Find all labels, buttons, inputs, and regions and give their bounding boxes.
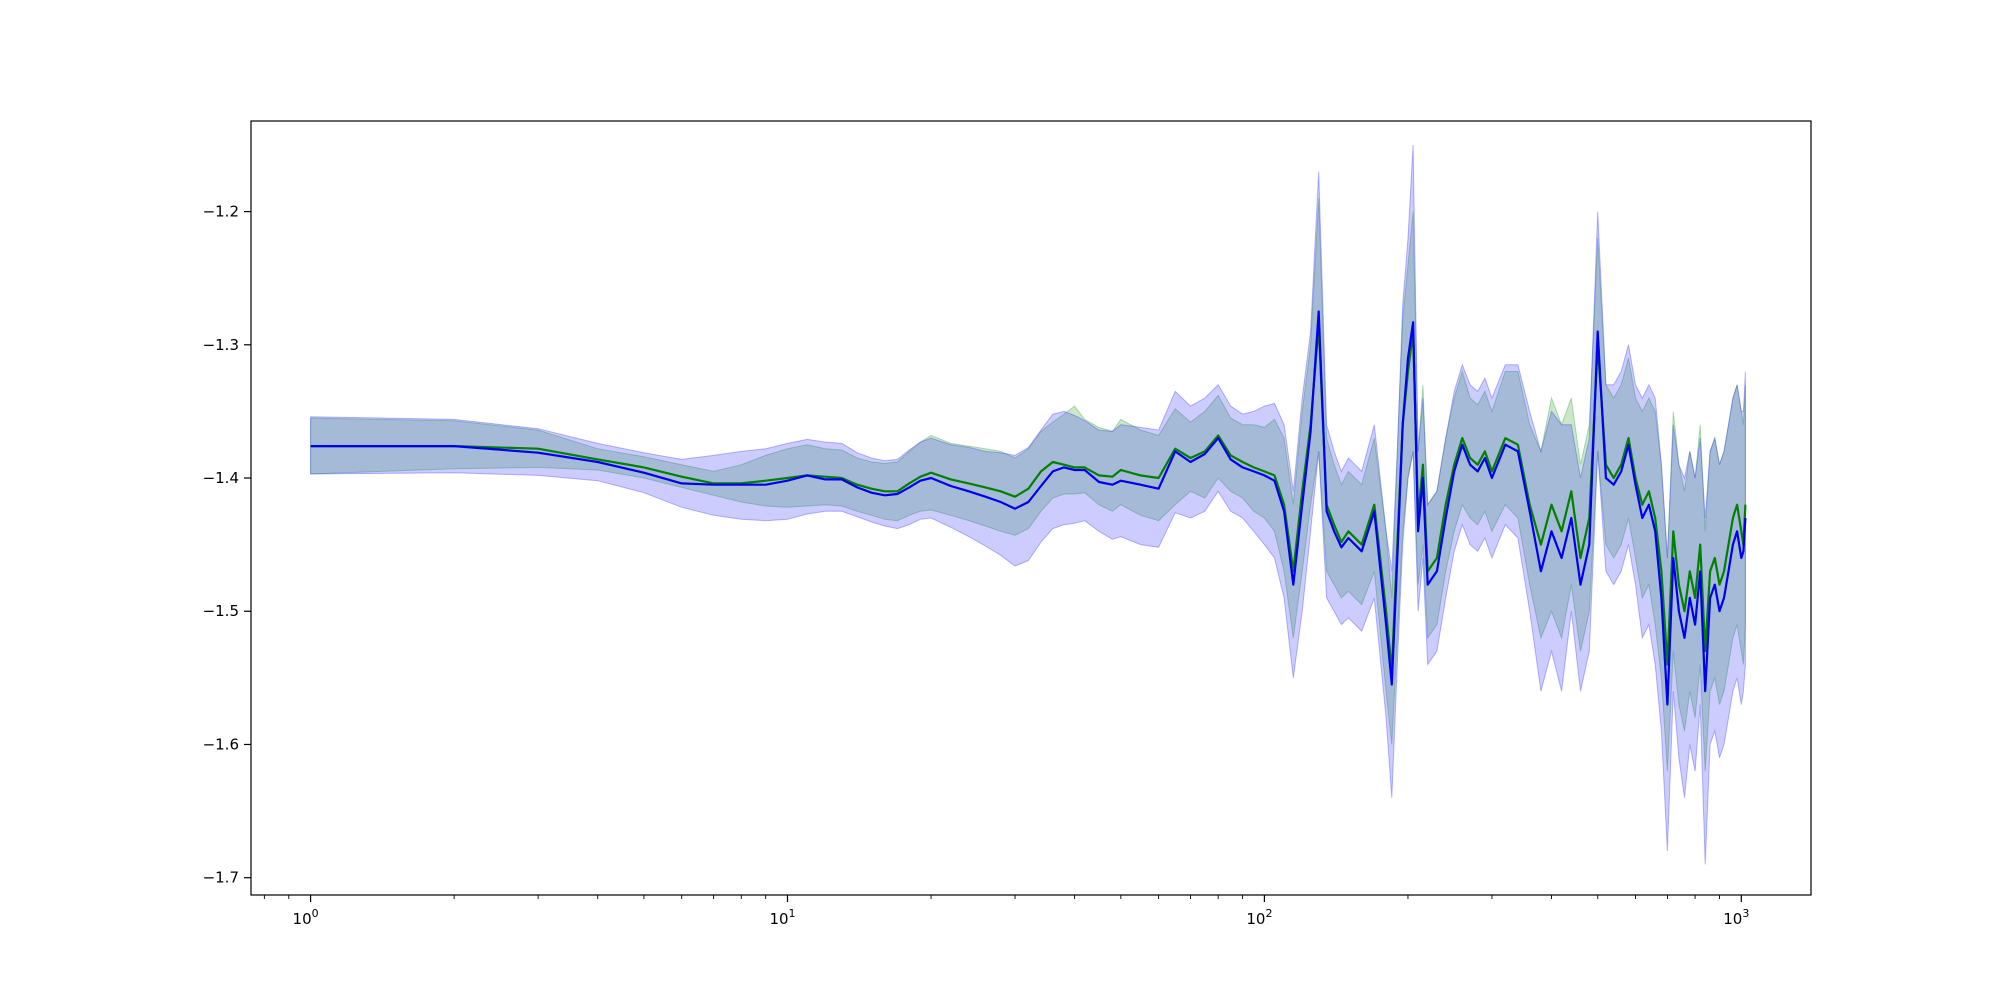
- x-tick-label: 101: [769, 907, 795, 928]
- series-2-line: [310, 310, 1747, 706]
- y-tick-label: −1.2: [203, 203, 239, 221]
- series-lines: [310, 310, 1747, 706]
- x-tick-label: 102: [1246, 907, 1272, 928]
- y-tick-label: −1.3: [203, 336, 239, 354]
- y-tick-label: −1.4: [203, 469, 239, 487]
- y-tick-label: −1.6: [203, 735, 239, 753]
- x-tick-label: 103: [1723, 907, 1749, 928]
- plot-area-frame: [250, 120, 1812, 896]
- y-tick-label: −1.5: [203, 602, 239, 620]
- y-tick-label: −1.7: [203, 869, 239, 887]
- x-tick-label: 100: [293, 907, 319, 928]
- series-2-band: [310, 144, 1746, 865]
- series-1-line: [310, 323, 1747, 673]
- y-axis: −1.2 −1.3 −1.4 −1.5 −1.6 −1.7: [203, 203, 251, 887]
- x-axis: 100 101 102 103: [263, 895, 1749, 928]
